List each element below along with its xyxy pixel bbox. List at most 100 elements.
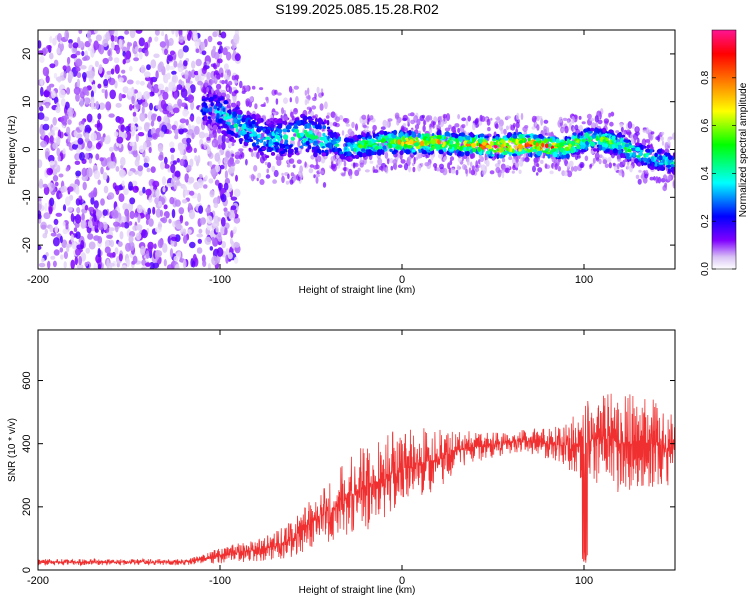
noise-cell [211,236,215,242]
noise-cell [226,51,232,61]
noise-cell [55,106,61,114]
ridge-cell [388,144,393,149]
noise-cell [98,64,103,74]
halo-cell [215,152,219,159]
noise-cell [124,53,128,61]
ridge-cell [597,128,600,132]
noise-cell [143,155,150,163]
halo-cell [376,164,379,168]
halo-cell [475,160,479,169]
halo-cell [471,165,475,171]
ridge-cell [362,132,366,138]
noise-cell [172,54,177,61]
halo-cell [540,130,545,135]
noise-cell [78,255,82,266]
ridge-cell [390,140,395,145]
noise-cell [207,263,211,269]
y-tick-label: 20 [21,48,33,60]
halo-cell [296,159,302,164]
noise-cell [147,207,152,215]
noise-cell [182,45,189,53]
halo-cell [484,165,488,173]
noise-cell [118,92,123,102]
noise-cell [118,253,123,262]
ridge-cell [559,151,562,156]
halo-cell [407,117,410,125]
noise-cell [152,84,160,94]
halo-cell [344,118,350,124]
halo-cell [313,174,316,179]
noise-cell [113,131,119,137]
ridge-cell [264,129,271,135]
halo-cell [535,172,539,176]
noise-cell [102,57,109,65]
halo-cell [627,121,633,129]
ridge-cell [378,136,382,141]
ridge-cell [208,106,213,113]
ridge-cell [411,149,416,153]
halo-cell [640,173,645,180]
ridge-cell [432,145,436,149]
noise-cell [212,31,218,38]
noise-cell [98,44,105,55]
noise-cell [39,55,45,64]
ridge-cell [509,147,513,152]
noise-cell [180,102,187,108]
ridge-cell [466,141,471,144]
noise-cell [75,170,82,177]
noise-cell [41,257,45,263]
halo-cell [450,127,455,132]
noise-cell [45,103,50,109]
halo-cell [330,111,336,118]
ridge-cell [367,136,372,140]
colorbar: 0.0 0.2 0.4 0.6 0.8 Normalized spectral ampl… [700,29,749,276]
noise-cell [46,45,52,50]
noise-cell [128,221,133,226]
noise-cell [174,128,179,139]
noise-cell [175,30,179,38]
noise-cell [42,183,48,188]
ridge-cell [235,127,239,133]
noise-cell [86,167,93,178]
noise-cell [223,63,229,71]
noise-cell [233,242,240,248]
halo-cell [292,107,299,115]
halo-cell [314,174,320,178]
ridge-cell [479,151,482,156]
noise-cell [150,120,155,127]
noise-cell [155,70,159,80]
noise-cell [148,218,154,227]
ridge-cell [587,136,591,143]
ridge-cell [353,147,357,152]
ridge-cell [459,146,464,152]
ridge-cell [515,138,519,144]
noise-cell [159,209,163,217]
ridge-cell [418,149,422,154]
halo-cell [660,136,664,141]
ridge-cell [303,129,308,134]
halo-cell [608,162,612,169]
halo-cell [615,130,620,134]
halo-cell [341,173,346,177]
noise-cell [171,124,177,131]
noise-cell [66,142,72,147]
noise-cell [197,155,201,164]
ridge-cell [564,146,570,152]
ridge-cell [650,156,654,162]
noise-cell [106,70,112,75]
ridge-cell [532,148,538,153]
ridge-cell [526,143,530,147]
ridge-cell [476,146,482,152]
noise-cell [109,161,117,169]
y-tick-label: 0 [21,567,33,573]
noise-cell [129,141,135,147]
halo-cell [308,110,311,115]
noise-cell [136,91,143,101]
ridge-cell [667,167,672,174]
ridge-cell [276,125,283,129]
noise-cell [119,169,125,177]
noise-cell [47,260,51,269]
halo-cell [624,158,628,163]
halo-cell [233,80,239,84]
